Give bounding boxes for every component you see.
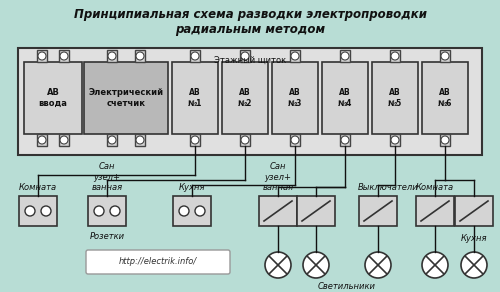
Circle shape [191,136,199,144]
FancyBboxPatch shape [390,134,400,146]
Circle shape [391,52,399,60]
Text: АВ
№4: АВ №4 [338,88,352,108]
Text: Электрический
счетчик: Электрический счетчик [88,88,164,108]
FancyBboxPatch shape [359,196,397,226]
FancyBboxPatch shape [86,250,230,274]
FancyBboxPatch shape [240,134,250,146]
Circle shape [365,252,391,278]
FancyBboxPatch shape [440,134,450,146]
Text: АВ
№5: АВ №5 [388,88,402,108]
Text: Светильники: Светильники [318,282,376,291]
Circle shape [195,206,205,216]
Circle shape [391,136,399,144]
Circle shape [341,52,349,60]
Circle shape [108,52,116,60]
FancyBboxPatch shape [37,50,47,62]
Text: Комната: Комната [19,183,57,192]
FancyBboxPatch shape [172,62,218,134]
FancyBboxPatch shape [455,196,493,226]
FancyBboxPatch shape [322,62,368,134]
FancyBboxPatch shape [390,50,400,62]
Circle shape [25,206,35,216]
FancyBboxPatch shape [84,62,168,134]
Circle shape [60,52,68,60]
Circle shape [179,206,189,216]
FancyBboxPatch shape [107,50,117,62]
Circle shape [422,252,448,278]
Circle shape [136,136,144,144]
FancyBboxPatch shape [340,50,350,62]
Text: АВ
№1: АВ №1 [188,88,202,108]
Text: АВ
№6: АВ №6 [438,88,452,108]
FancyBboxPatch shape [18,48,482,155]
Circle shape [341,136,349,144]
FancyBboxPatch shape [190,134,200,146]
Circle shape [108,136,116,144]
Text: Сан
узел+
ванная: Сан узел+ ванная [262,162,294,192]
Circle shape [60,136,68,144]
Circle shape [241,52,249,60]
Circle shape [94,206,104,216]
Text: Розетки: Розетки [90,232,124,241]
Circle shape [41,206,51,216]
FancyBboxPatch shape [59,134,69,146]
FancyBboxPatch shape [59,50,69,62]
Circle shape [241,136,249,144]
FancyBboxPatch shape [173,196,211,226]
Circle shape [291,52,299,60]
Circle shape [110,206,120,216]
Circle shape [191,52,199,60]
Circle shape [441,52,449,60]
FancyBboxPatch shape [297,196,335,226]
FancyBboxPatch shape [416,196,454,226]
Text: Выключатели: Выключатели [358,183,418,192]
FancyBboxPatch shape [259,196,297,226]
Text: Кухня: Кухня [179,183,206,192]
Circle shape [441,136,449,144]
Text: http://electrik.info/: http://electrik.info/ [119,258,197,267]
FancyBboxPatch shape [37,134,47,146]
FancyBboxPatch shape [19,196,57,226]
FancyBboxPatch shape [290,50,300,62]
Circle shape [265,252,291,278]
Circle shape [136,52,144,60]
Text: Комната: Комната [416,183,454,192]
FancyBboxPatch shape [272,62,318,134]
FancyBboxPatch shape [135,134,145,146]
Circle shape [38,52,46,60]
Text: АВ
№2: АВ №2 [238,88,252,108]
Circle shape [291,136,299,144]
Text: АВ
№3: АВ №3 [288,88,302,108]
Text: Сан
узел+
ванная: Сан узел+ ванная [92,162,122,192]
Text: Кухня: Кухня [461,234,487,243]
FancyBboxPatch shape [190,50,200,62]
FancyBboxPatch shape [422,62,468,134]
FancyBboxPatch shape [222,62,268,134]
FancyBboxPatch shape [107,134,117,146]
Circle shape [303,252,329,278]
FancyBboxPatch shape [24,62,82,134]
Text: АВ
ввода: АВ ввода [38,88,68,108]
FancyBboxPatch shape [340,134,350,146]
FancyBboxPatch shape [240,50,250,62]
Text: Этажный щиток: Этажный щиток [214,56,286,65]
Circle shape [461,252,487,278]
Text: Принципиальная схема разводки электропроводки
радиальным методом: Принципиальная схема разводки электропро… [74,8,426,36]
FancyBboxPatch shape [290,134,300,146]
Circle shape [38,136,46,144]
FancyBboxPatch shape [88,196,126,226]
FancyBboxPatch shape [135,50,145,62]
FancyBboxPatch shape [440,50,450,62]
FancyBboxPatch shape [372,62,418,134]
